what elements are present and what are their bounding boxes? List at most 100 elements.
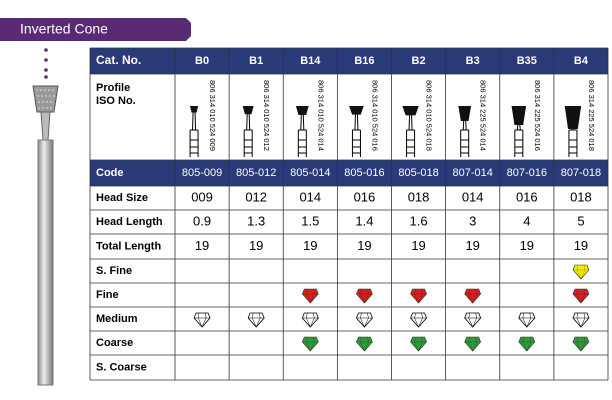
title: Inverted Cone <box>20 21 108 37</box>
bur-head <box>402 106 419 116</box>
column-header: B0 <box>195 55 209 67</box>
grit-facet <box>410 312 427 328</box>
grit-marker <box>301 312 319 328</box>
profile-drawing <box>564 106 582 157</box>
grit-cell <box>355 312 373 328</box>
row-label: S. Coarse <box>96 361 147 373</box>
code-row <box>90 160 608 186</box>
column-header: B4 <box>574 55 589 67</box>
grit-facet <box>518 336 535 352</box>
grit-marker <box>410 288 427 304</box>
bur-shank <box>514 129 524 157</box>
row-label: Coarse <box>96 337 133 349</box>
grit-facet <box>518 312 535 328</box>
cell-value: 19 <box>465 238 479 253</box>
grit-facet <box>302 288 319 304</box>
code-value: 805-018 <box>398 167 438 179</box>
column-header: B16 <box>354 55 374 67</box>
grit-facet <box>356 312 373 328</box>
bur-neck <box>408 115 413 131</box>
bur-shank <box>460 129 470 157</box>
iso-number: 806 314 010 524 012 <box>262 80 271 151</box>
grit-facet <box>464 336 481 352</box>
row-label: Total Length <box>96 240 161 252</box>
grit-cell <box>247 312 265 328</box>
cell-value: 19 <box>411 238 425 253</box>
grit-marker <box>247 312 265 328</box>
grit-marker <box>572 264 590 280</box>
grit-cell <box>572 312 590 328</box>
row-label: Head Size <box>96 192 148 204</box>
grit-cell <box>356 288 373 304</box>
grit-cell <box>301 312 319 328</box>
grit-cell <box>464 288 482 304</box>
bur-head <box>349 106 364 115</box>
header-row <box>90 48 608 74</box>
grit-marker <box>518 312 536 328</box>
grit-marker <box>572 312 590 328</box>
grit-marker <box>464 312 482 328</box>
cell-value: 1.6 <box>410 213 428 228</box>
cell-value: 018 <box>570 189 592 204</box>
bur-neck <box>192 112 197 131</box>
profile-drawing <box>349 106 364 157</box>
grit-facet <box>356 288 373 304</box>
bur-neck <box>516 124 521 131</box>
bur-neck <box>246 114 251 131</box>
grit-cell <box>572 288 590 304</box>
grit-facet <box>572 336 589 352</box>
bur-shank <box>297 129 307 157</box>
cell-value: 19 <box>249 238 263 253</box>
grit-cell <box>572 336 590 352</box>
row-label: S. Fine <box>96 265 132 277</box>
grit-facet <box>572 264 589 280</box>
row-label: Head Length <box>96 216 163 228</box>
code-value: 807-014 <box>453 167 493 179</box>
grit-facet <box>356 336 373 352</box>
cell-value: 014 <box>299 189 321 204</box>
grit-cell <box>464 312 482 328</box>
bur-shank <box>243 129 253 157</box>
profile-drawing <box>242 106 254 157</box>
grit-cell <box>572 264 590 280</box>
grit-cell <box>301 336 319 352</box>
grit-cell <box>301 288 319 304</box>
iso-number: 806 314 010 524 009 <box>208 80 217 151</box>
title-tab <box>0 18 191 41</box>
grit-facet <box>464 312 481 328</box>
grit-facet <box>248 312 265 328</box>
cell-value: 5 <box>577 213 584 228</box>
profile-drawing <box>295 106 309 157</box>
column-header: B2 <box>412 55 426 67</box>
grit-marker <box>355 312 373 328</box>
profile-drawing <box>511 106 527 157</box>
grit-cell <box>193 312 211 328</box>
grit-marker <box>572 288 590 304</box>
cell-value: 016 <box>516 189 538 204</box>
cell-value: 19 <box>520 238 534 253</box>
code-value: 807-016 <box>507 167 547 179</box>
grit-facet <box>572 312 589 328</box>
grit-facet <box>194 312 211 328</box>
bur-shank <box>189 129 199 157</box>
cell-value: 018 <box>408 189 430 204</box>
cell-value: 1.5 <box>301 213 319 228</box>
cell-value: 3 <box>469 213 476 228</box>
bur-shank <box>351 129 361 157</box>
cell-value: 016 <box>354 189 376 204</box>
bur-head <box>295 106 309 115</box>
profile-drawing <box>189 106 199 157</box>
cell-value: 4 <box>523 213 530 228</box>
profile-drawing <box>458 106 472 157</box>
grit-marker <box>464 336 482 352</box>
bur-neck <box>462 120 467 131</box>
grit-marker <box>410 336 427 352</box>
iso-number: 806 314 010 524 014 <box>316 80 325 151</box>
grit-facet <box>302 312 319 328</box>
header-label: Cat. No. <box>96 53 141 67</box>
grit-marker <box>356 288 373 304</box>
cell-value: 19 <box>574 238 588 253</box>
cell-value: 19 <box>303 238 317 253</box>
column-header: B35 <box>517 55 537 67</box>
